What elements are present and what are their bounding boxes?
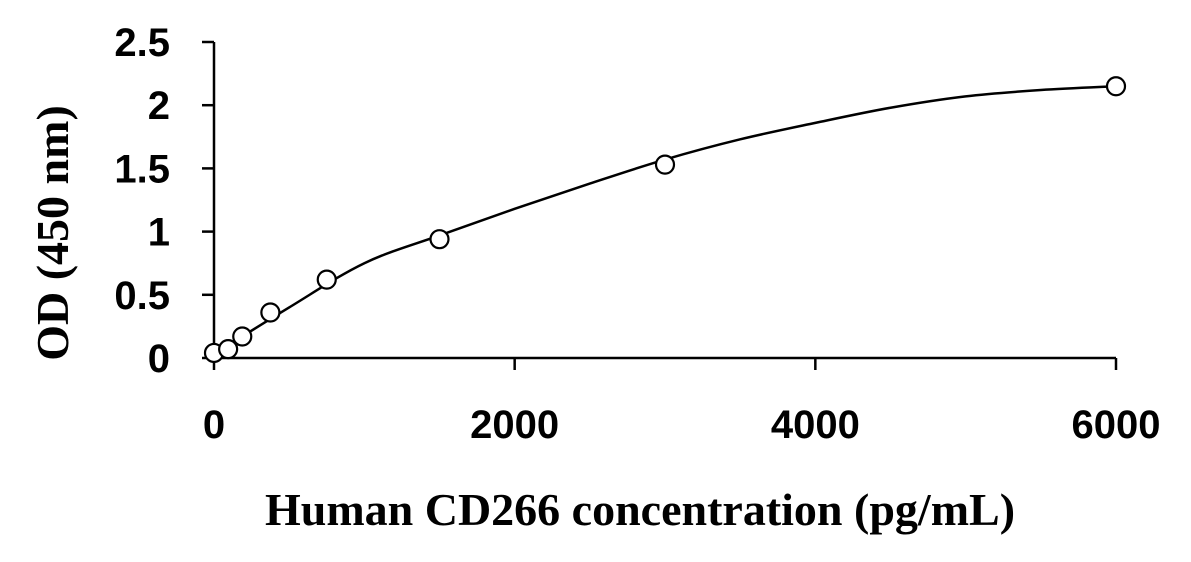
data-point	[260, 302, 281, 323]
y-tick-label: 1.5	[114, 147, 170, 191]
x-axis-title: Human CD266 concentration (pg/mL)	[265, 484, 1015, 535]
x-tick-label: 0	[203, 403, 225, 447]
axes	[202, 40, 1118, 370]
data-point	[232, 326, 253, 347]
data-point	[1105, 76, 1127, 97]
y-axis-title: OD (450 nm)	[27, 105, 78, 361]
data-point	[429, 229, 450, 250]
x-tick-label: 2000	[470, 403, 559, 447]
data-points	[203, 76, 1127, 364]
tick-labels: 0 0.5 1 1.5 2 2.5 0 2000 4000 6000	[114, 21, 1160, 447]
x-tick-label: 6000	[1072, 403, 1161, 447]
data-point	[654, 154, 676, 175]
y-tick-label: 0	[148, 337, 170, 381]
x-tick-label: 4000	[771, 403, 860, 447]
y-tick-label: 2	[148, 84, 170, 128]
fit-curve-layer	[213, 84, 1117, 356]
y-tick-label: 2.5	[114, 21, 170, 65]
fit-curve	[213, 84, 1117, 356]
y-tick-label: 1	[148, 211, 170, 255]
data-point	[316, 269, 337, 290]
data-point	[218, 339, 239, 360]
y-tick-label: 0.5	[114, 274, 170, 318]
